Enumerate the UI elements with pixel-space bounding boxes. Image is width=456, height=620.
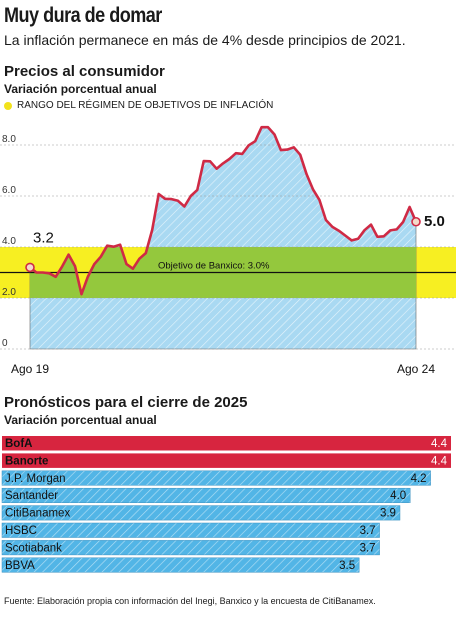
bar-chart-title: Pronósticos para el cierre de 2025 — [4, 394, 248, 411]
bar-value-label: 4.4 — [431, 455, 448, 467]
y-tick-label: 8.0 — [2, 134, 16, 145]
y-tick-label: 4.0 — [2, 236, 16, 247]
target-label: Objetivo de Banxico: 3.0% — [158, 261, 270, 272]
start-value-label: 3.2 — [33, 229, 54, 246]
y-tick-label: 6.0 — [2, 185, 16, 196]
bar — [1, 557, 360, 573]
x-tick-label: Ago 19 — [11, 362, 49, 376]
source-note: Fuente: Elaboración propia con informaci… — [4, 596, 376, 606]
y-tick-label: 0 — [2, 338, 8, 349]
data-point — [411, 216, 421, 227]
bar-value-label: 4.2 — [411, 473, 427, 485]
data-point — [25, 262, 35, 273]
bar-chart-subtitle: Variación porcentual anual — [4, 413, 157, 427]
end-value-label: 5.0 — [424, 213, 445, 230]
bar — [1, 505, 401, 521]
bar-value-label: 3.9 — [380, 508, 396, 520]
bar-category-label: Scotiabank — [5, 542, 62, 554]
bar-category-label: Santander — [5, 490, 58, 502]
bar-value-label: 3.7 — [360, 525, 376, 537]
line-chart-subtitle: Variación porcentual anual — [4, 82, 157, 96]
bar — [1, 470, 431, 486]
bar-chart: BofA 4.4 Banorte 4.4 J.P. Morgan 4.2 Santander… — [1, 436, 451, 573]
bar-category-label: BofA — [5, 438, 32, 450]
bar-category-label: HSBC — [5, 525, 37, 537]
legend: RANGO DEL RÉGIMEN DE OBJETIVOS DE INFLAC… — [4, 100, 273, 111]
legend-label: RANGO DEL RÉGIMEN DE OBJETIVOS DE INFLAC… — [17, 100, 274, 111]
bar-value-label: 4.4 — [431, 438, 448, 450]
bar-value-label: 4.0 — [390, 490, 406, 502]
bar — [1, 487, 411, 503]
bar — [1, 522, 380, 538]
bar-category-label: J.P. Morgan — [5, 473, 66, 485]
bar — [2, 453, 451, 468]
line-chart-title: Precios al consumidor — [4, 63, 165, 80]
line-chart: 0 2.0 4.0 6.0 8.0 Objetivo de Banxico: 3.0% 3.… — [0, 125, 456, 376]
bar-category-label: Banorte — [5, 455, 48, 467]
bar-value-label: 3.5 — [339, 560, 355, 572]
bar-category-label: CitiBanamex — [5, 508, 70, 520]
bar — [2, 436, 451, 451]
x-tick-label: Ago 24 — [397, 362, 435, 376]
bar — [1, 540, 380, 556]
page-title: Muy dura de domar — [4, 4, 162, 27]
bar-category-label: BBVA — [5, 560, 35, 572]
inflation-line — [29, 125, 418, 296]
page-subtitle: La inflación permanece en más de 4% desd… — [4, 32, 406, 48]
y-tick-label: 2.0 — [2, 287, 16, 298]
legend-dot-icon — [4, 101, 12, 110]
bar-value-label: 3.7 — [360, 542, 376, 554]
